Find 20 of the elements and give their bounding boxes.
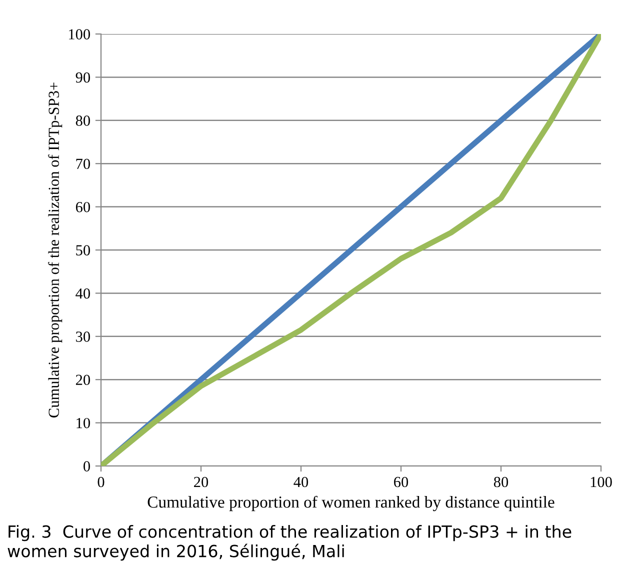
x-tick-label: 100 bbox=[590, 476, 612, 488]
y-tick-label: 80 bbox=[76, 116, 90, 126]
x-tick-label: 40 bbox=[294, 476, 308, 488]
y-tick-label: 70 bbox=[76, 158, 90, 170]
y-tick-label: 100 bbox=[69, 29, 90, 40]
y-tick-label: 20 bbox=[76, 374, 90, 386]
y-tick-label: 10 bbox=[76, 418, 90, 428]
x-tick-label: 60 bbox=[394, 476, 408, 488]
y-tick-label: 40 bbox=[76, 288, 90, 299]
x-axis-title: Cumulative proportion of women ranked by distance quintile bbox=[148, 496, 554, 512]
y-tick-label: 50 bbox=[76, 245, 90, 256]
y-tick-label: 0 bbox=[84, 461, 90, 472]
y-axis-title: Cumulative proportion of the realization of IPTp-SP3+ bbox=[48, 82, 62, 418]
x-tick-label: 20 bbox=[194, 476, 208, 488]
y-tick-label: 60 bbox=[76, 202, 90, 212]
y-tick-label: 30 bbox=[76, 332, 90, 342]
caption: Fig. 3 Curve of concentration of the realization of IPTp-SP3 + in the women surveyed in 2016, Sélingué, Mali bbox=[8, 525, 572, 561]
x-tick-label: 80 bbox=[494, 476, 508, 488]
y-tick-label: 90 bbox=[76, 72, 90, 83]
x-tick-label: 0 bbox=[98, 476, 104, 488]
